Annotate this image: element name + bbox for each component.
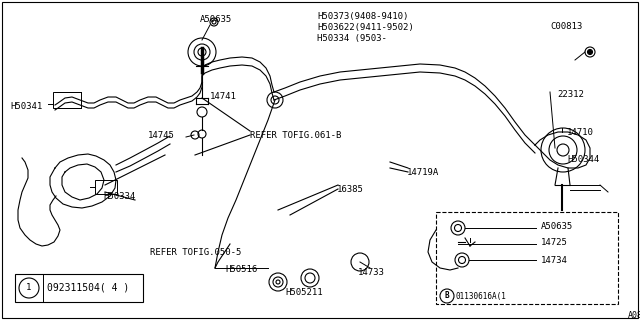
Text: H50341: H50341 (10, 102, 42, 111)
Text: H503622(9411-9502): H503622(9411-9502) (317, 23, 413, 32)
Text: H50516: H50516 (225, 265, 257, 274)
Bar (436, 212, 618, 304)
Text: 14734: 14734 (541, 256, 568, 265)
Text: H505211: H505211 (285, 288, 323, 297)
Text: A081001033: A081001033 (628, 311, 640, 320)
Text: A50635: A50635 (541, 222, 573, 231)
Text: H50344: H50344 (567, 155, 599, 164)
Text: 14741: 14741 (210, 92, 237, 101)
Bar (15, 274, 143, 302)
Text: 14745: 14745 (148, 131, 175, 140)
Text: 14733: 14733 (358, 268, 385, 277)
Text: B: B (445, 292, 449, 300)
Text: 14719A: 14719A (407, 168, 439, 177)
Text: 01130616A(1: 01130616A(1 (456, 292, 507, 300)
Bar (53, 92, 81, 108)
Text: H50373(9408-9410): H50373(9408-9410) (317, 12, 408, 21)
Text: 092311504( 4 ): 092311504( 4 ) (47, 283, 129, 293)
Text: 14725: 14725 (541, 238, 568, 247)
Text: A50635: A50635 (200, 15, 232, 24)
Text: H50334 (9503-: H50334 (9503- (317, 34, 387, 43)
Text: 14710: 14710 (567, 128, 594, 137)
Text: 22312: 22312 (557, 90, 584, 99)
Text: H50334: H50334 (103, 192, 135, 201)
Text: 1: 1 (26, 284, 32, 292)
Circle shape (588, 50, 593, 54)
Text: 16385: 16385 (337, 185, 364, 194)
Text: REFER TOFIG.061-B: REFER TOFIG.061-B (250, 131, 341, 140)
Text: REFER TOFIG.050-5: REFER TOFIG.050-5 (150, 248, 241, 257)
Bar (95, 180, 117, 194)
Text: C00813: C00813 (550, 22, 582, 31)
